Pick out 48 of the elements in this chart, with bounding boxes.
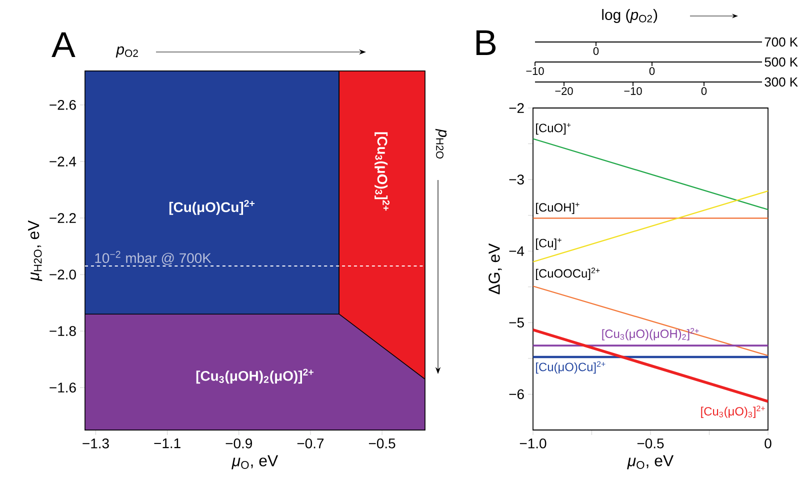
text: −10: [526, 67, 544, 75]
text: 0: [701, 87, 707, 95]
chart-title: A: [52, 32, 76, 57]
y-tick-label: −2.6: [50, 100, 76, 110]
x-tick-label: −1.3: [82, 438, 109, 448]
chart-title: B: [476, 30, 496, 55]
series-label: [Cu$_{3}$(μOH)$_{2}$(μO)]$^{2+}$: [196, 368, 314, 384]
x-tick-label: −0.7: [297, 438, 324, 448]
text: 500 K: [764, 57, 798, 67]
band-label: [Cu$_{3}$(μO)$_{3}$]$^{2+}$: [374, 132, 390, 211]
series-label: [Cu(μO)Cu]$^{2+}$: [536, 361, 606, 374]
text: 0: [593, 47, 599, 55]
x-axis-title: μ$_{O}$, eV: [232, 455, 278, 470]
series-label: [CuOOCu]$^{2+}$: [536, 268, 600, 280]
y-axis-title: μ$_{H2O}$, eV: [28, 220, 42, 282]
y-tick-label: −3: [509, 174, 524, 184]
x-tick-label: −1.1: [154, 438, 180, 448]
series-label: [Cu$_{3}$(μO)$_{3}$]$^{2+}$: [701, 406, 765, 418]
x-tick-label: −0.9: [226, 438, 252, 448]
y-tick-label: −2: [509, 103, 524, 113]
text: −10: [624, 87, 642, 95]
x-axis-title: μ$_{O}$, eV: [627, 455, 674, 470]
text: p$_{H2O}$: [435, 128, 447, 158]
y-tick-label: −5: [509, 318, 524, 328]
ref-line-label: 10$^{−2}$ mbar @ 700K: [95, 250, 212, 265]
text: p$_{O2}$: [116, 46, 138, 58]
x-tick-label: −0.5: [368, 438, 396, 448]
x-tick-label: −0.5: [637, 438, 664, 448]
x-tick-label: 0: [764, 438, 772, 448]
text: 0: [649, 67, 655, 75]
text: 300 K: [764, 77, 798, 87]
band-label: [Cu(μO)Cu]$^{2+}$: [169, 200, 255, 215]
series-label: [Cu]$^{+}$: [536, 238, 562, 250]
y-tick-label: −2.0: [50, 270, 76, 280]
y-tick-label: −1.8: [50, 326, 76, 336]
series-label: [CuO]$^{+}$: [536, 123, 571, 135]
y-tick-label: −2.2: [50, 213, 76, 223]
series-label: [CuOH]$^{+}$: [536, 202, 580, 214]
y-tick-label: −4: [509, 246, 524, 256]
x-tick-label: −1.0: [520, 438, 546, 448]
text: 700 K: [764, 37, 798, 47]
y-tick-label: −1.6: [50, 382, 76, 393]
y-tick-label: −6: [509, 389, 524, 400]
y-axis-title: ΔG, eV: [488, 243, 502, 294]
series-label: [Cu$_{3}$(μO)(μOH)$_{2}$]$^{2+}$: [602, 328, 699, 340]
y-tick-label: −2.4: [50, 156, 76, 166]
text: log (p$_{O2}$): [602, 9, 658, 23]
text: −20: [555, 87, 573, 95]
